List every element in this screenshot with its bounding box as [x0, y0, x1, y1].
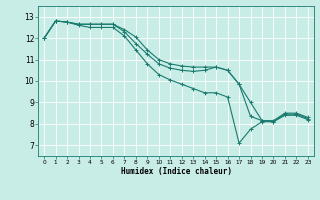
X-axis label: Humidex (Indice chaleur): Humidex (Indice chaleur): [121, 167, 231, 176]
